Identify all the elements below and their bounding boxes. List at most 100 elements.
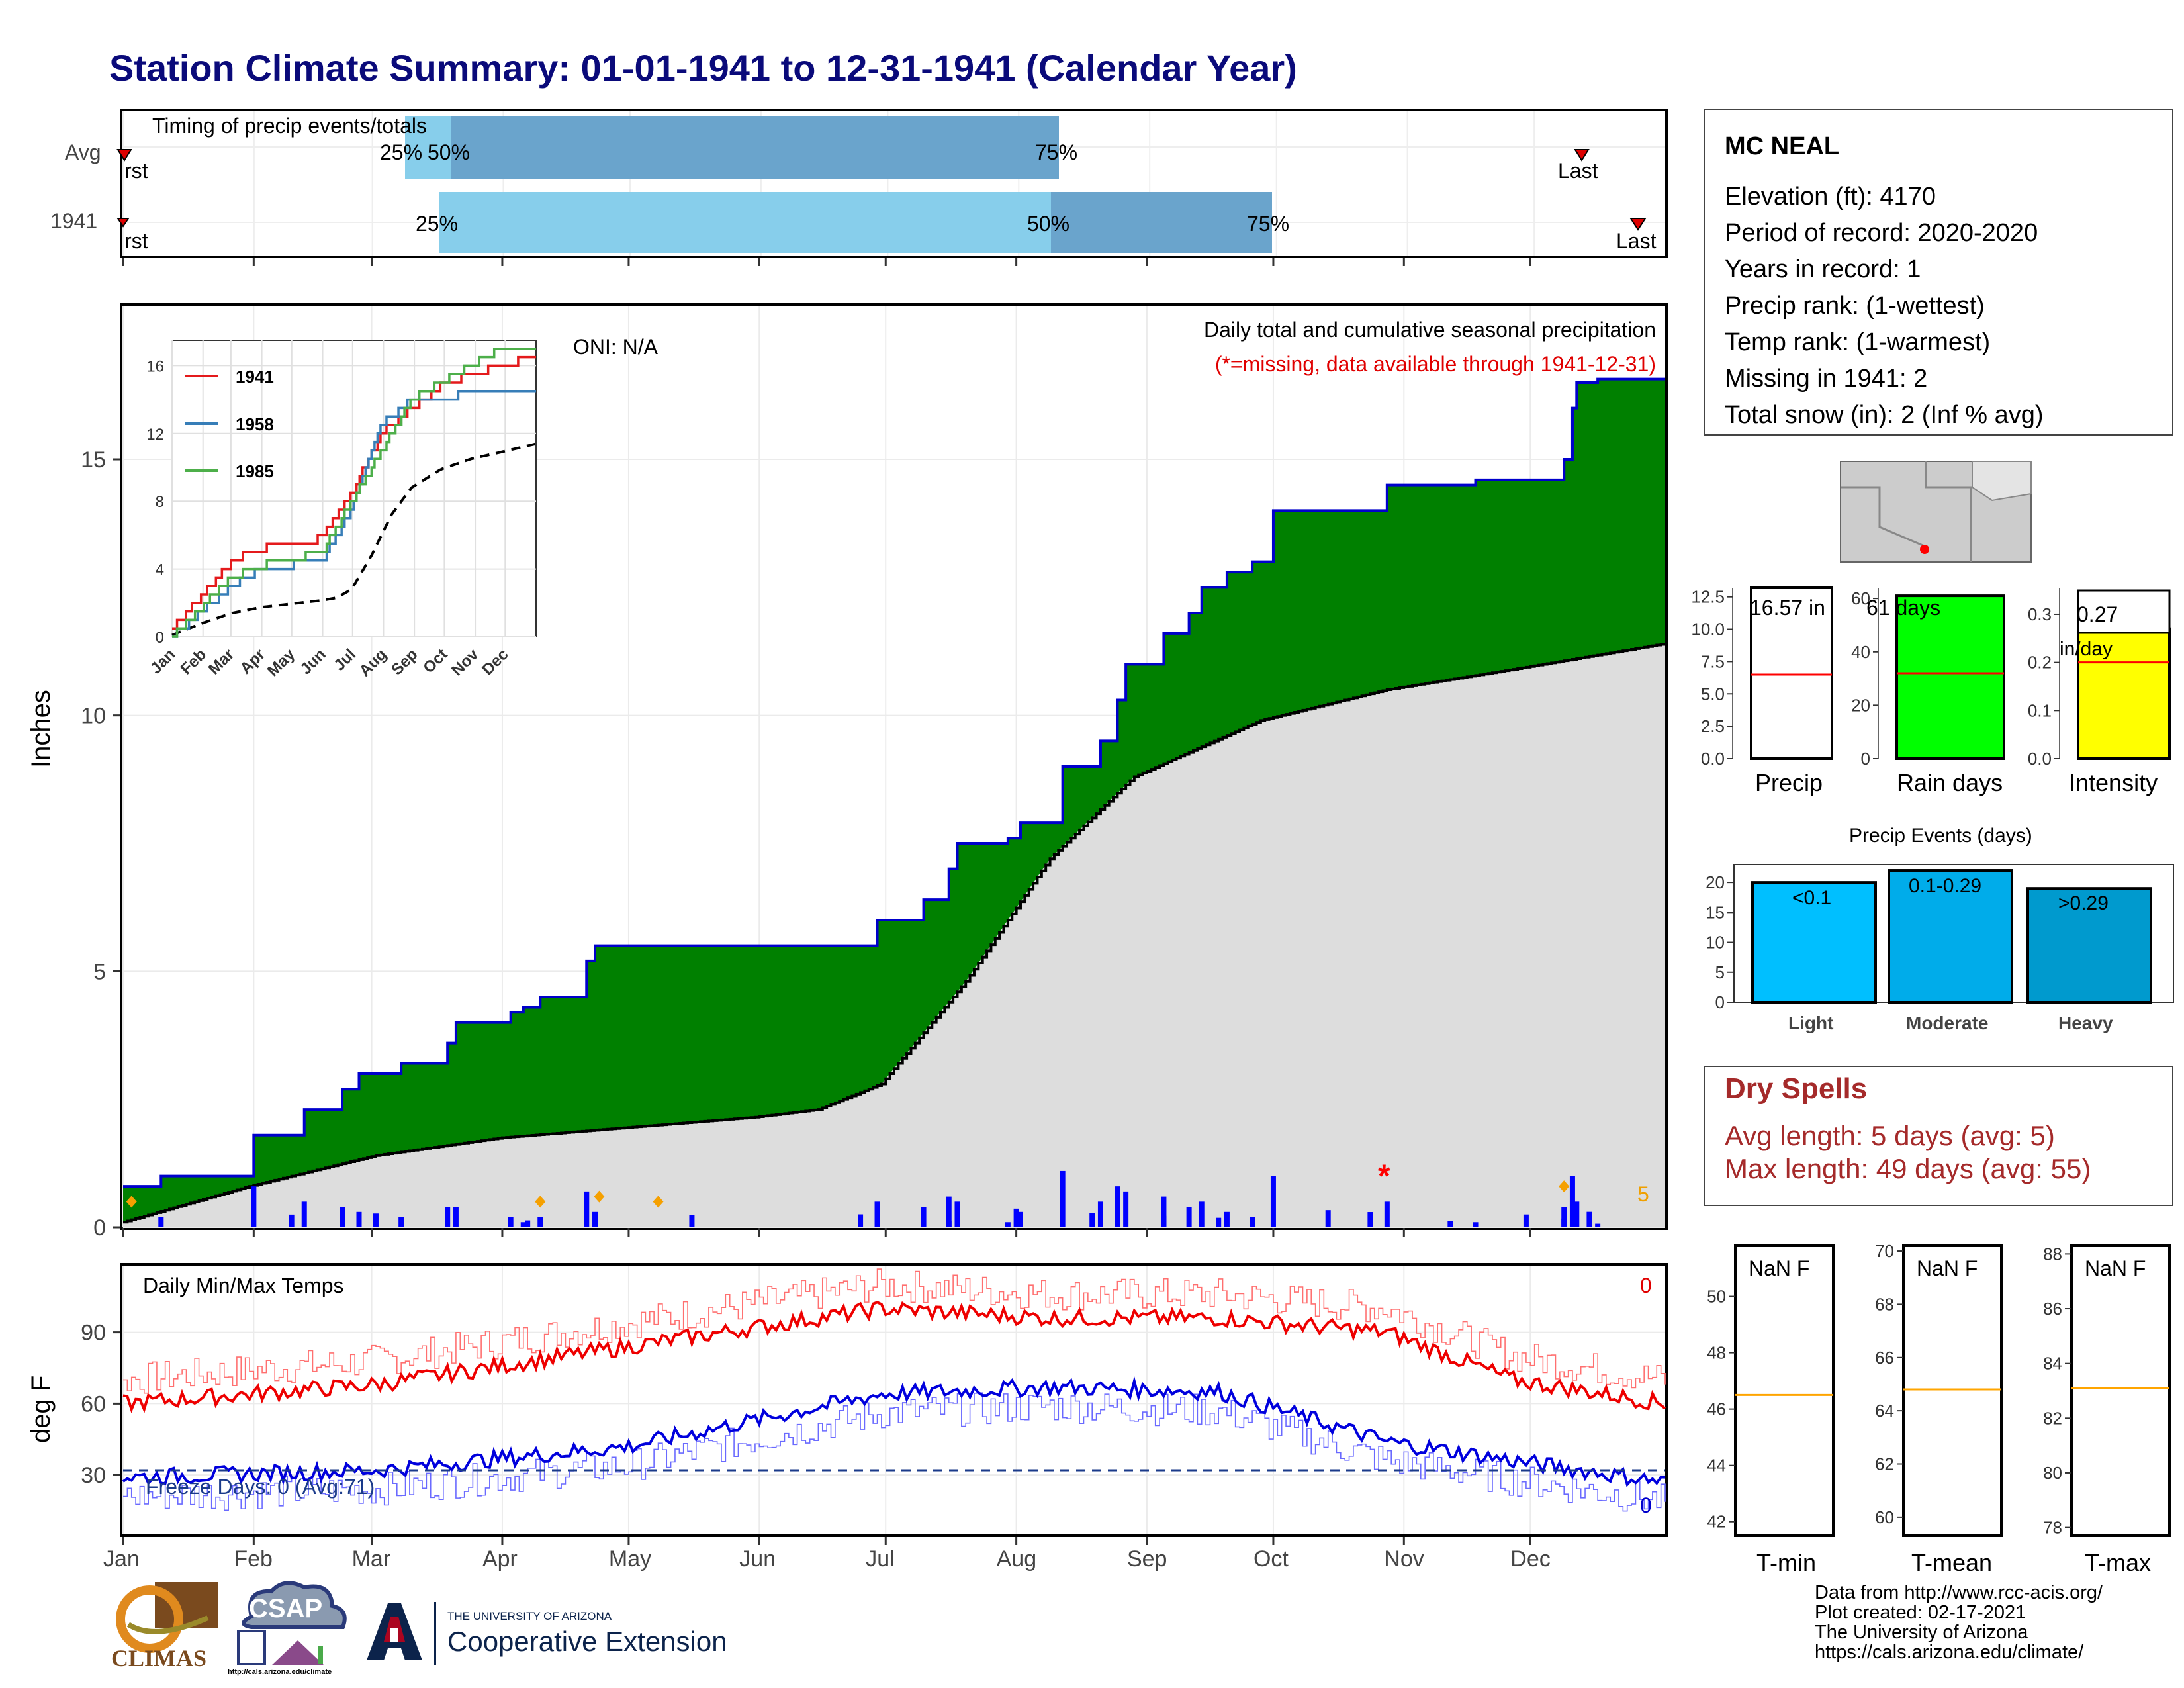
summary-ytick-label: 10.0 (1691, 620, 1725, 639)
timing-1941-p50: 50% (1027, 212, 1070, 236)
ua-big-text: Cooperative Extension (447, 1626, 727, 1657)
temp-box-ytick-label: 84 (2043, 1354, 2062, 1374)
footer-line-3: The University of Arizona (1815, 1622, 2028, 1643)
temp-box-ytick-label: 48 (1707, 1343, 1726, 1363)
daily-precip-bar (340, 1207, 345, 1227)
station-box (1704, 109, 2173, 436)
daily-precip-bar (1161, 1215, 1167, 1227)
station-line-7: Total snow (in): 2 (Inf % avg) (1725, 401, 2044, 429)
precip-subtitle: Daily total and cumulative seasonal prec… (1203, 318, 1656, 342)
oni-label: ONI: N/A (573, 335, 659, 359)
daily-precip-bar (398, 1217, 404, 1227)
tmax-average-line (123, 1268, 1666, 1394)
summary-ytick-label: 60 (1851, 588, 1870, 608)
inset-ytick-label: 16 (146, 357, 164, 375)
daily-precip-bar (1017, 1211, 1023, 1227)
daily-precip-bar (1384, 1201, 1390, 1227)
month-label-aug: Aug (996, 1546, 1037, 1571)
timing-row-label-1941: 1941 (50, 209, 98, 233)
daily-precip-bar (1586, 1211, 1592, 1227)
summary-precip-label: Precip (1755, 769, 1823, 796)
cumulative-precip-line (123, 377, 1665, 1188)
daily-precip-bar (251, 1186, 257, 1227)
events-bar-heavy (2026, 887, 2152, 1004)
daily-precip-bar (946, 1196, 952, 1227)
temp-box-ytick-label: 80 (2043, 1463, 2062, 1483)
daily-precip-bar (1595, 1223, 1601, 1227)
summary-ytick-label: 0.2 (2028, 653, 2052, 673)
daily-precip-bar (1089, 1213, 1095, 1227)
cumulative-precip-area (123, 379, 1665, 1223)
timing-1941-first-marker (116, 218, 130, 228)
timing-row-label-avg: Avg (65, 140, 101, 164)
tmin-value: NaN F (1749, 1256, 1810, 1280)
daily-precip-bar (373, 1213, 379, 1227)
daily-precip-bar (158, 1217, 164, 1227)
summary-ytick-label: 2.5 (1701, 716, 1725, 736)
month-label-jan: Jan (103, 1546, 140, 1571)
daily-precip-bar (1199, 1201, 1205, 1227)
summary-ytick-label: 0.0 (2028, 749, 2052, 769)
temp-ytick-label: 90 (81, 1321, 106, 1346)
inset-legend-1985: 1985 (236, 461, 274, 481)
temp-box-frame (1902, 1244, 2003, 1537)
daily-precip-bar (1013, 1208, 1019, 1227)
daily-precip-bar (537, 1217, 543, 1227)
daily-precip-bar (1561, 1207, 1567, 1227)
summary-raindays-value: 61 days (1866, 596, 1941, 620)
daily-precip-bar (1005, 1222, 1011, 1227)
events-bar-label-light: <0.1 (1792, 887, 1832, 909)
average-precip-line (123, 643, 1666, 1224)
events-cat-moderate: Moderate (1906, 1013, 1989, 1033)
daily-precip-bar (301, 1201, 307, 1227)
location-map (1840, 461, 2032, 563)
month-label-nov: Nov (1384, 1546, 1424, 1571)
temp-box-ytick-label: 88 (2043, 1244, 2062, 1264)
events-ytick-label: 15 (1706, 902, 1725, 922)
daily-precip-bar (1115, 1186, 1120, 1227)
csap-logo-text: CSAP (249, 1594, 323, 1623)
climas-logo-text: CLIMAS (111, 1645, 207, 1671)
temp-box-ytick-label: 82 (2043, 1408, 2062, 1428)
footer-line-4: https://cals.arizona.edu/climate/ (1815, 1642, 2084, 1663)
snow-marker (126, 1196, 137, 1208)
timing-avg-bar-50-75 (451, 116, 1059, 179)
tmax-line (122, 1301, 1666, 1413)
month-label-may: May (608, 1546, 652, 1571)
temp-ytick-label: 60 (81, 1391, 106, 1417)
temp-title: Daily Min/Max Temps (143, 1274, 344, 1297)
timing-1941-p25: 25% (416, 212, 459, 236)
summary-intensity-label: Intensity (2069, 769, 2158, 796)
tmax-value: NaN F (2085, 1256, 2146, 1280)
daily-precip-bar (453, 1207, 459, 1227)
events-bar-light (1751, 881, 1877, 1004)
month-label-sep: Sep (1126, 1546, 1167, 1571)
inset-average-line (171, 442, 535, 637)
timing-avg-first-marker (116, 149, 132, 162)
daily-precip-bar (1523, 1214, 1529, 1227)
daily-precip-bar (1123, 1191, 1129, 1227)
tmean-value: NaN F (1917, 1256, 1978, 1280)
temp-box-ytick-label: 64 (1875, 1401, 1894, 1421)
timing-1941-first: rst (124, 229, 148, 253)
temp-box-ytick-label: 44 (1707, 1456, 1726, 1476)
timing-avg-last: Last (1558, 159, 1598, 183)
ua-divider (434, 1602, 436, 1665)
snow-marker (594, 1190, 605, 1203)
tmin-average-line (123, 1392, 1666, 1512)
tmax-label: T-max (2085, 1549, 2152, 1576)
inset-line-1985 (172, 348, 536, 638)
temp-box-ytick-label: 70 (1875, 1241, 1894, 1261)
precip-ytick-label: 5 (93, 959, 106, 984)
summary-intensity-value: 0.27 (2077, 602, 2118, 626)
station-location-marker (1920, 545, 1929, 554)
csap-logo (237, 1581, 347, 1665)
daily-precip-bar (1250, 1217, 1255, 1227)
timing-avg-bar-25-50 (405, 116, 451, 179)
inset-ytick-label: 4 (156, 561, 164, 579)
timing-1941-last-marker (1629, 218, 1647, 231)
month-label-mar: Mar (351, 1546, 391, 1571)
precip-ytick-label: 10 (81, 704, 106, 729)
